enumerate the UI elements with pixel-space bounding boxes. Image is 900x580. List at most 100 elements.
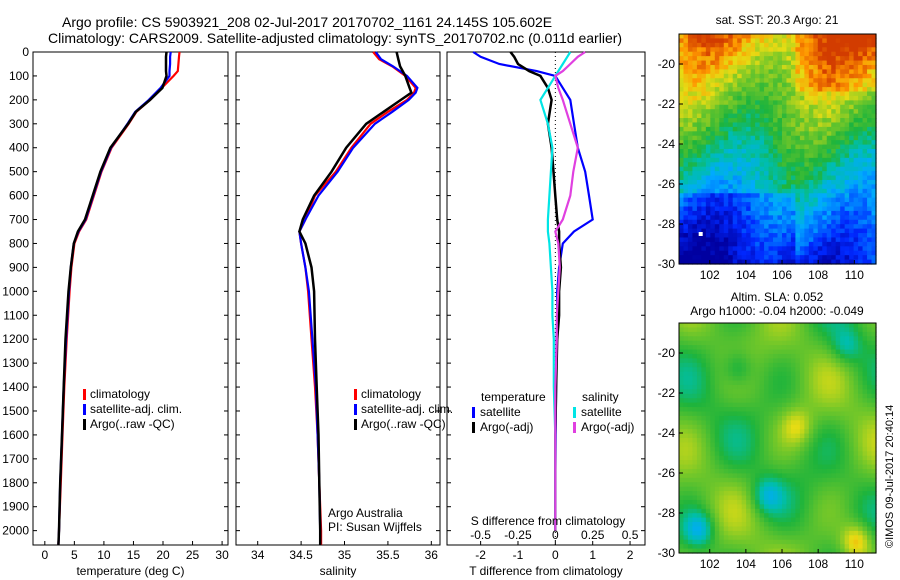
heatmap-cell: [835, 407, 841, 413]
heatmap-cell: [710, 345, 716, 351]
heatmap-cell: [781, 64, 788, 70]
heatmap-cell: [705, 109, 711, 115]
heatmap-cell: [831, 473, 837, 479]
heatmap-cell: [741, 522, 747, 528]
heatmap-cell: [746, 389, 752, 395]
heatmap-cell: [844, 109, 850, 115]
heatmap-cell: [701, 504, 707, 510]
heatmap-cell: [773, 367, 779, 373]
heatmap-cell: [705, 473, 711, 479]
heatmap-cell: [867, 367, 873, 373]
heatmap-cell: [831, 331, 837, 337]
heatmap-cell: [746, 544, 752, 550]
heatmap-cell: [683, 51, 689, 57]
heatmap-cell: [835, 38, 841, 44]
heatmap-cell: [871, 126, 877, 132]
heatmap-cell: [741, 376, 747, 382]
heatmap-cell: [844, 446, 850, 452]
heatmap-cell: [741, 517, 747, 523]
heatmap-cell: [696, 429, 702, 435]
heatmap-cell: [705, 202, 711, 208]
heatmap-cell: [817, 491, 823, 497]
heatmap-cell: [822, 157, 828, 163]
heatmap-cell: [732, 464, 738, 470]
heatmap-cell: [835, 215, 841, 221]
heatmap-cell: [696, 451, 702, 457]
heatmap-cell: [755, 241, 761, 247]
heatmap-cell: [710, 455, 716, 461]
heatmap-cell: [750, 42, 756, 48]
heatmap-cell: [853, 513, 859, 519]
heatmap-cell: [826, 210, 832, 216]
heatmap-cell: [817, 255, 823, 261]
heatmap-cell: [759, 140, 765, 146]
heatmap-cell: [737, 140, 743, 146]
heatmap-cell: [773, 175, 779, 181]
heatmap-cell: [746, 424, 752, 430]
heatmap-cell: [764, 109, 770, 115]
heatmap-cell: [692, 486, 698, 492]
heatmap-cell: [808, 73, 814, 79]
heatmap-cell: [849, 104, 855, 110]
heatmap-cell: [790, 42, 797, 48]
heatmap-cell: [692, 104, 698, 110]
heatmap-cell: [777, 166, 783, 172]
heatmap-cell: [867, 539, 873, 545]
heatmap-cell: [746, 193, 752, 199]
heatmap-cell: [822, 327, 828, 333]
heatmap-cell: [714, 345, 720, 351]
heatmap-cell: [764, 188, 770, 194]
heatmap-cell: [867, 100, 873, 106]
heatmap-cell: [701, 349, 707, 355]
heatmap-cell: [804, 380, 810, 386]
heatmap-cell: [844, 184, 850, 190]
heatmap-cell: [692, 398, 698, 404]
heatmap-cell: [755, 340, 761, 346]
heatmap-cell: [790, 113, 797, 119]
heatmap-cell: [705, 491, 711, 497]
heatmap-cell: [790, 522, 797, 528]
heatmap-cell: [853, 149, 859, 155]
heatmap-cell: [723, 51, 729, 57]
heatmap-cell: [858, 491, 864, 497]
heatmap-cell: [862, 446, 868, 452]
heatmap-cell: [840, 215, 846, 221]
heatmap-cell: [808, 104, 814, 110]
heatmap-cell: [858, 60, 864, 66]
heatmap-cell: [840, 175, 846, 181]
heatmap-cell: [799, 495, 805, 501]
heatmap-cell: [849, 241, 855, 247]
heatmap-cell: [687, 353, 694, 359]
heatmap-cell: [777, 353, 783, 359]
heatmap-cell: [768, 486, 774, 492]
heatmap-cell: [773, 171, 779, 177]
heatmap-cell: [759, 442, 765, 448]
heatmap-cell: [768, 184, 774, 190]
heatmap-cell: [750, 179, 756, 185]
heatmap-cell: [781, 100, 788, 106]
heatmap-cell: [714, 522, 720, 528]
heatmap-cell: [795, 210, 801, 216]
heatmap-cell: [692, 340, 698, 346]
heatmap-cell: [817, 38, 823, 44]
heatmap-cell: [822, 91, 828, 97]
heatmap-cell: [679, 433, 685, 439]
heatmap-cell: [755, 486, 761, 492]
heatmap-cell: [683, 109, 689, 115]
heatmap-cell: [804, 548, 810, 554]
heatmap-cell: [813, 353, 819, 359]
heatmap-cell: [849, 548, 855, 554]
heatmap-cell: [804, 508, 810, 514]
heatmap-cell: [844, 69, 850, 75]
heatmap-cell: [737, 353, 743, 359]
heatmap-cell: [755, 460, 761, 466]
heatmap-cell: [710, 38, 716, 44]
heatmap-cell: [781, 42, 788, 48]
heatmap-cell: [795, 539, 801, 545]
heatmap-cell: [799, 340, 805, 346]
x-tick-label: 36: [425, 548, 439, 562]
heatmap-cell: [710, 442, 716, 448]
heatmap-cell: [844, 398, 850, 404]
heatmap-cell: [817, 241, 823, 247]
heatmap-cell: [714, 47, 720, 53]
